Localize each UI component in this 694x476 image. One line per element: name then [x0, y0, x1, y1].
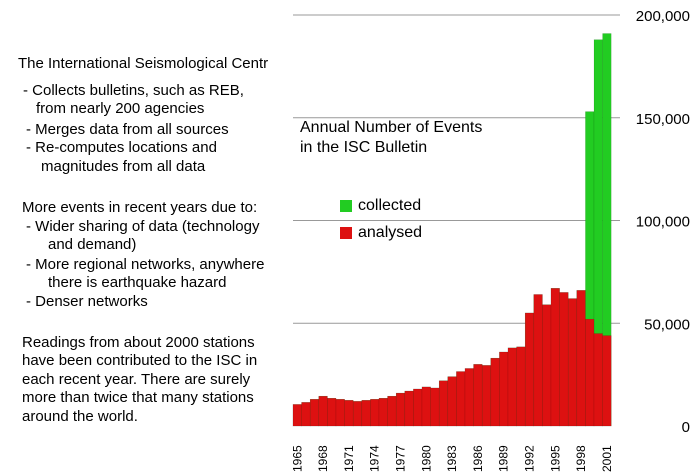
bar-analysed-1995 — [550, 288, 560, 427]
y-tick-label: 100,000 — [636, 214, 690, 231]
bar-analysed-1974 — [370, 399, 380, 427]
bar-analysed-1984 — [456, 371, 466, 427]
notes-more-events: More events in recent years due to: — [22, 199, 258, 216]
legend-collected: collected — [340, 197, 421, 215]
bar-analysed-1997 — [567, 298, 578, 427]
bar-analysed-1982 — [438, 380, 449, 427]
notes-readings-line5: around the world. — [22, 408, 138, 425]
bar-analysed-1999 — [585, 318, 595, 427]
bar-analysed-1966 — [301, 402, 311, 427]
notes-regional-line2: there is earthquake hazard — [48, 274, 227, 291]
chart-title-line1: Annual Number of Events — [300, 119, 483, 136]
notes-readings-line3: each recent year. There are surely — [22, 371, 251, 388]
bar-analysed-1979 — [413, 388, 423, 427]
bar-analysed-1996 — [559, 292, 569, 427]
bar-analysed-1968 — [318, 395, 328, 427]
notes-regional-line1: - More regional networks, anywhere — [26, 256, 265, 273]
notes-wider-line2: and demand) — [48, 236, 137, 253]
bar-analysed-1992 — [524, 312, 535, 427]
bar-analysed-1965 — [292, 404, 302, 427]
notes-recomputes-line2: magnitudes from all data — [41, 158, 206, 175]
bar-analysed-2000 — [593, 333, 603, 427]
bar-analysed-1969 — [327, 398, 337, 427]
notes-readings-line2: have been contributed to the ISC in — [22, 352, 258, 369]
x-tick-label: 1974 — [368, 445, 382, 472]
legend-analysed-label: analysed — [358, 224, 423, 241]
bar-analysed-2001 — [602, 335, 612, 427]
x-tick-label: 1986 — [471, 445, 485, 472]
chart-title-line2: in the ISC Bulletin — [300, 139, 428, 156]
y-tick-label: 150,000 — [636, 111, 690, 128]
bar-analysed-1977 — [395, 392, 406, 427]
x-tick-label: 1965 — [290, 445, 304, 472]
x-tick-label: 1992 — [523, 445, 537, 472]
bar-analysed-1972 — [352, 401, 363, 427]
bar-analysed-1987 — [481, 365, 492, 427]
bar-analysed-1985 — [464, 368, 474, 427]
x-tick-label: 1983 — [445, 445, 459, 472]
bar-analysed-1990 — [507, 347, 517, 427]
notes-collects-line2: from nearly 200 agencies — [36, 100, 205, 117]
notes-heading: The International Seismological Centr — [18, 55, 269, 72]
x-tick-label: 1998 — [574, 445, 588, 472]
bar-analysed-1970 — [335, 399, 345, 427]
notes-readings-line4: more than twice that many stations — [22, 389, 254, 406]
notes-merges: - Merges data from all sources — [26, 121, 229, 138]
x-tick-label: 2001 — [600, 445, 614, 472]
x-tick-label: 1980 — [419, 445, 433, 472]
notes-wider-line1: - Wider sharing of data (technology — [26, 218, 260, 235]
y-tick-label: 0 — [682, 419, 690, 436]
bar-analysed-1981 — [430, 387, 440, 427]
notes-recomputes-line1: - Re-computes locations and — [26, 139, 217, 156]
bar-analysed-1989 — [499, 351, 509, 427]
bar-analysed-1967 — [309, 399, 320, 427]
notes-collects-line1: - Collects bulletins, such as REB, — [23, 82, 244, 99]
y-tick-label: 50,000 — [644, 316, 690, 333]
notes-denser: - Denser networks — [26, 293, 148, 310]
x-axis-ticks: 1965 1968 1971 1974 1977 1980 1983 1986 1989 1992… — [290, 445, 614, 472]
x-tick-label: 1995 — [548, 445, 562, 472]
bar-analysed-1980 — [421, 386, 431, 427]
legend-collected-swatch — [340, 200, 352, 212]
bar-analysed-1971 — [344, 400, 354, 427]
x-tick-label: 1971 — [342, 445, 356, 472]
bar-analysed-1991 — [516, 346, 526, 427]
bar-analysed-1986 — [473, 364, 483, 427]
bar-analysed-1978 — [404, 390, 414, 427]
bars — [292, 33, 612, 427]
x-tick-label: 1977 — [394, 445, 408, 472]
legend-analysed-swatch — [340, 227, 352, 239]
bar-analysed-1973 — [361, 400, 371, 427]
bar-analysed-1975 — [378, 398, 388, 427]
notes-readings-line1: Readings from about 2000 stations — [22, 334, 255, 351]
y-tick-label: 200,000 — [636, 8, 690, 25]
x-tick-label: 1968 — [316, 445, 330, 472]
gridlines — [293, 14, 620, 324]
bar-analysed-1993 — [533, 294, 543, 427]
legend-collected-label: collected — [358, 197, 422, 214]
y-axis-ticks: 0 50,000 100,000 150,000 200,000 — [636, 8, 690, 436]
bar-analysed-1983 — [447, 376, 457, 427]
bar-analysed-1998 — [576, 290, 586, 427]
bar-analysed-1988 — [490, 357, 500, 427]
legend-analysed: analysed — [340, 224, 422, 242]
bar-analysed-1976 — [387, 395, 397, 427]
x-tick-label: 1989 — [497, 445, 511, 472]
bar-analysed-1994 — [542, 304, 552, 427]
